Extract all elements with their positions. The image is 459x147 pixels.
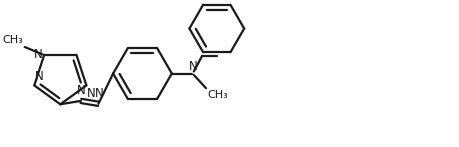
Text: N: N [77,85,85,97]
Text: CH₃: CH₃ [2,35,23,45]
Text: N: N [34,48,43,61]
Text: CH₃: CH₃ [207,90,227,100]
Text: N: N [95,87,103,100]
Text: N: N [189,60,197,72]
Text: N: N [87,87,96,100]
Text: N: N [35,70,44,83]
